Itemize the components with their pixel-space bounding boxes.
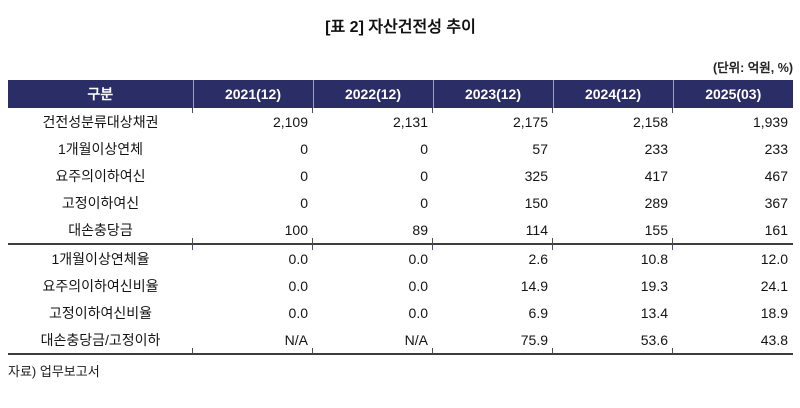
cell-value: 2,175 [432, 108, 553, 135]
cell-value: 417 [644, 167, 668, 184]
table-row: 1개월이상연체 0 0 57 233 233 [8, 135, 793, 162]
cell-value: 19.3 [640, 277, 668, 294]
cell-value: 43.8 [672, 326, 793, 355]
cell-value: 367 [764, 194, 788, 211]
cell-value: 89 [312, 216, 433, 245]
table-row: 대손충당금 100 89 114 155 161 [8, 216, 793, 245]
row-label: 대손충당금 [8, 216, 193, 245]
cell-value: 57 [532, 140, 548, 157]
cell-value: 114 [432, 216, 553, 245]
cell-value: 233 [764, 140, 788, 157]
cell-value: 0 [300, 194, 308, 211]
cell-value: 0 [420, 194, 428, 211]
table-title: [표 2] 자산건전성 추이 [325, 19, 476, 36]
table-row: 요주의이하여신비율 0.0 0.0 14.9 19.3 24.1 [8, 272, 793, 299]
cell-value: 161 [672, 216, 793, 245]
cell-value: 233 [644, 140, 668, 157]
table-row: 1개월이상연체율 0.0 0.0 2.6 10.8 12.0 [8, 244, 793, 272]
row-label: 1개월이상연체율 [51, 250, 150, 267]
row-label: 요주의이하여신 [55, 167, 146, 184]
cell-value: 18.9 [760, 304, 788, 321]
cell-value: N/A [312, 326, 433, 355]
cell-value: 2,131 [312, 108, 433, 135]
source-note: 자료) 업무보고서 [8, 364, 100, 379]
row-label: 고정이하여신 [61, 194, 140, 211]
cell-value: 12.0 [672, 244, 793, 272]
row-label: 요주의이하여신비율 [42, 277, 159, 294]
col-header-period: 2023(12) [432, 80, 553, 108]
table-row: 건전성분류대상채권 2,109 2,131 2,175 2,158 1,939 [8, 108, 793, 135]
cell-value: 0 [300, 140, 308, 157]
col-header-period: 2022(12) [312, 80, 433, 108]
table-row: 고정이하여신 0 0 150 289 367 [8, 189, 793, 216]
row-label: 건전성분류대상채권 [42, 113, 159, 130]
cell-value: 0.0 [312, 244, 433, 272]
cell-value: 289 [644, 194, 668, 211]
cell-value: 325 [524, 167, 548, 184]
col-header-period: 2025(03) [672, 80, 793, 108]
cell-value: 0 [420, 167, 428, 184]
cell-value: N/A [192, 326, 313, 355]
cell-value: 467 [764, 167, 788, 184]
table-header-row: 구분 2021(12) 2022(12) 2023(12) 2024(12) 2025(0… [8, 80, 793, 108]
cell-value: 0.0 [288, 277, 308, 294]
cell-value: 24.1 [760, 277, 788, 294]
cell-value: 0 [300, 167, 308, 184]
cell-value: 0 [420, 140, 428, 157]
table-body: 건전성분류대상채권 2,109 2,131 2,175 2,158 1,939 1개월이상연… [8, 108, 793, 355]
col-header-period: 2024(12) [552, 80, 673, 108]
cell-value: 6.9 [528, 304, 548, 321]
cell-value: 2,109 [192, 108, 313, 135]
cell-value: 150 [524, 194, 548, 211]
cell-value: 53.6 [552, 326, 673, 355]
table-row: 고정이하여신비율 0.0 0.0 6.9 13.4 18.9 [8, 299, 793, 326]
cell-value: 155 [552, 216, 673, 245]
col-header-category: 구분 [8, 80, 193, 108]
row-label: 고정이하여신비율 [48, 304, 153, 321]
cell-value: 14.9 [520, 277, 548, 294]
unit-note: (단위: 억원, %) [712, 61, 793, 75]
cell-value: 2.6 [432, 244, 553, 272]
table-row: 대손충당금/고정이하 N/A N/A 75.9 53.6 43.8 [8, 326, 793, 355]
cell-value: 75.9 [432, 326, 553, 355]
col-header-period: 2021(12) [192, 80, 313, 108]
cell-value: 2,158 [552, 108, 673, 135]
row-label: 대손충당금/고정이하 [8, 326, 193, 355]
asset-soundness-table: 구분 2021(12) 2022(12) 2023(12) 2024(12) 2025(0… [8, 80, 793, 355]
table-row: 요주의이하여신 0 0 325 417 467 [8, 162, 793, 189]
cell-value: 1,939 [672, 108, 793, 135]
cell-value: 0.0 [288, 304, 308, 321]
cell-value: 13.4 [640, 304, 668, 321]
row-label: 1개월이상연체 [57, 140, 144, 157]
cell-value: 0.0 [408, 304, 428, 321]
cell-value: 0.0 [192, 244, 313, 272]
cell-value: 100 [192, 216, 313, 245]
cell-value: 10.8 [552, 244, 673, 272]
cell-value: 0.0 [408, 277, 428, 294]
